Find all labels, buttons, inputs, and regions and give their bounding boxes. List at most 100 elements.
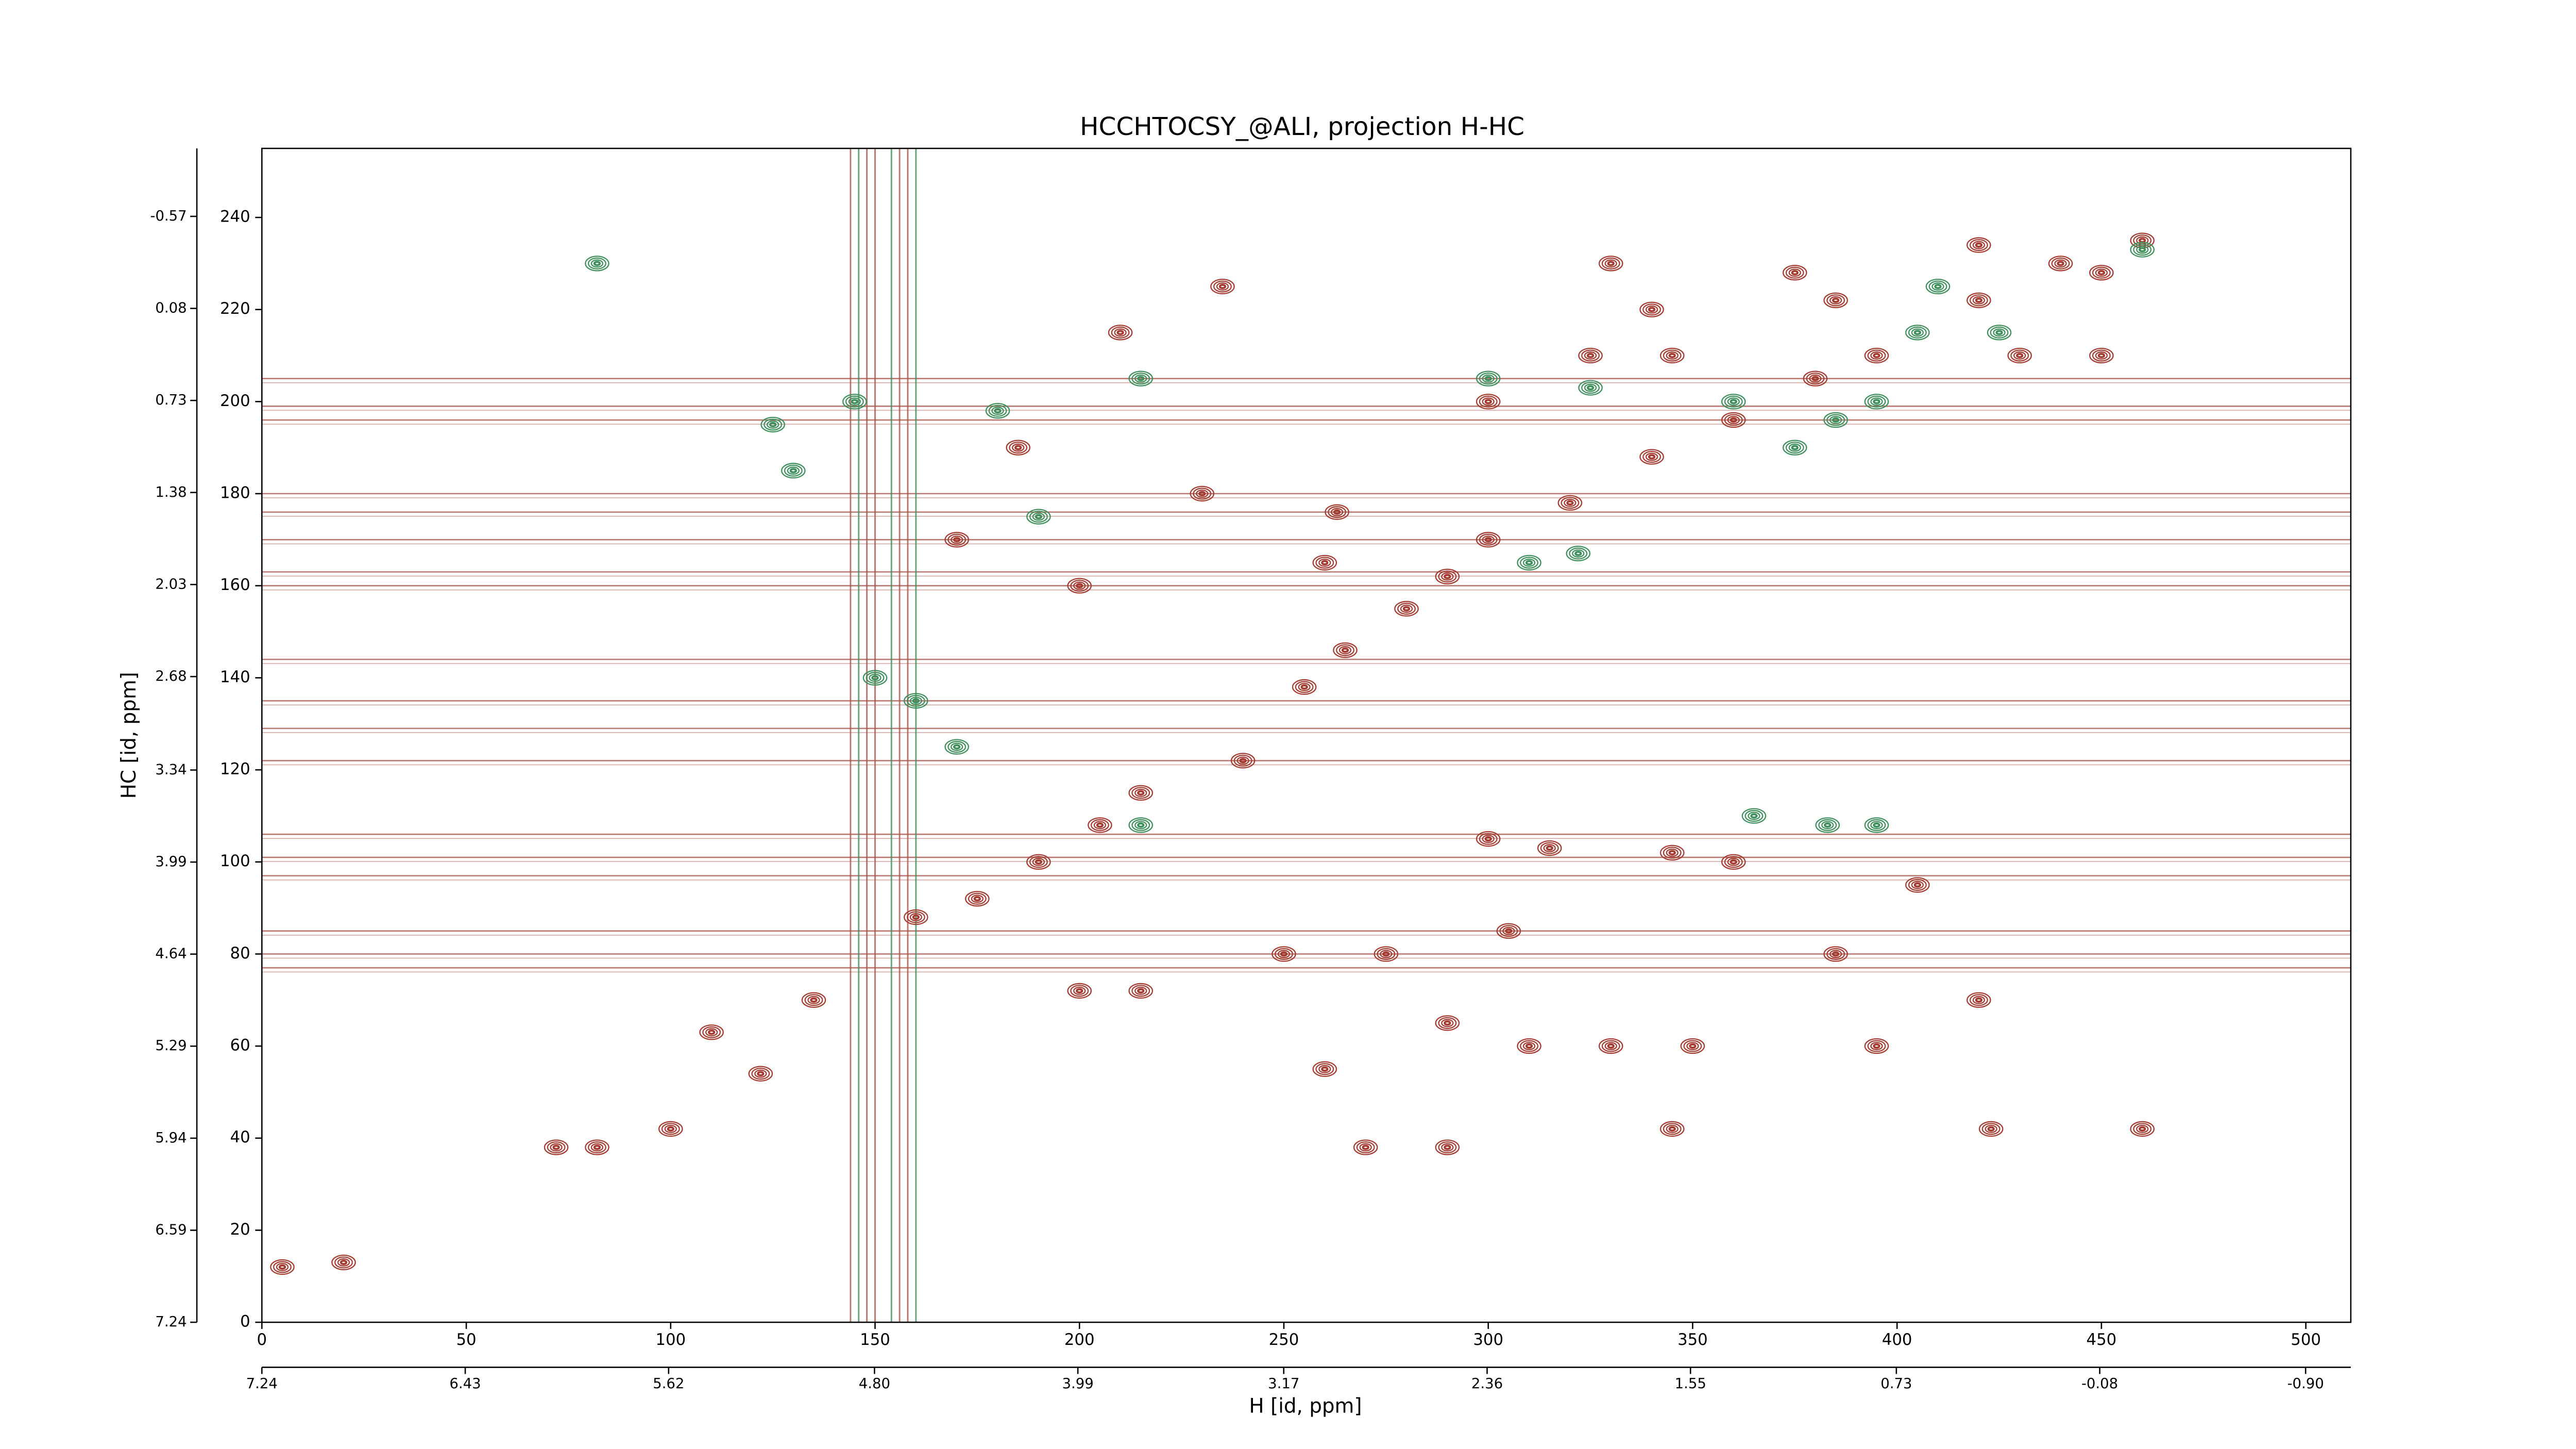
y2-tick-label: -0.57 bbox=[150, 208, 187, 224]
contour-ring bbox=[1969, 294, 1988, 307]
contour-ring bbox=[1093, 821, 1107, 830]
contour-ring bbox=[585, 1139, 609, 1155]
contour-ring bbox=[994, 408, 1002, 414]
y-tick-label: 140 bbox=[220, 668, 250, 686]
contour-ring bbox=[2097, 270, 2105, 276]
contour-ring bbox=[699, 1024, 724, 1040]
x2-tick-label: 2.36 bbox=[1471, 1375, 1503, 1392]
contour-ring bbox=[1359, 1143, 1372, 1152]
contour-ring bbox=[1864, 817, 1889, 833]
contour-ring bbox=[1277, 950, 1291, 958]
contour-ring bbox=[845, 395, 864, 408]
y-tick-label: 120 bbox=[220, 760, 250, 779]
contour-ring bbox=[1648, 307, 1656, 312]
contour-ring bbox=[1645, 452, 1658, 461]
contour-ring bbox=[273, 1261, 292, 1273]
contour-ring bbox=[2054, 259, 2067, 268]
contour-ring bbox=[1295, 681, 1314, 693]
contour-ring bbox=[270, 1259, 295, 1275]
contour-ring bbox=[658, 1121, 683, 1137]
contour-ring bbox=[1727, 416, 1740, 425]
contour-ring bbox=[1543, 844, 1556, 852]
contour-ring bbox=[1321, 1066, 1329, 1072]
y2-tick-label: 4.64 bbox=[155, 946, 187, 962]
contour-ring bbox=[848, 397, 861, 406]
contour-ring bbox=[1484, 836, 1492, 842]
contour-ring bbox=[1566, 500, 1574, 506]
contour-ring bbox=[1073, 581, 1086, 590]
contour-ring bbox=[1312, 1061, 1337, 1077]
contour-ring bbox=[2136, 245, 2149, 254]
contour-ring bbox=[331, 1254, 356, 1271]
contour-ring bbox=[1870, 821, 1883, 830]
y-tick-label: 0 bbox=[240, 1312, 250, 1331]
contour-ring bbox=[951, 743, 963, 751]
contour-ring bbox=[707, 1030, 716, 1035]
contour-ring bbox=[2092, 349, 2111, 362]
contour-ring bbox=[1520, 557, 1538, 569]
contour-ring bbox=[1134, 821, 1147, 830]
y-tick-label: 40 bbox=[230, 1128, 250, 1147]
contour-ring bbox=[1826, 948, 1845, 960]
contour-ring bbox=[1333, 509, 1341, 515]
contour-ring bbox=[1601, 1040, 1620, 1052]
contour-ring bbox=[906, 695, 925, 707]
contour-ring bbox=[1642, 450, 1662, 463]
y2-tick-label: 0.08 bbox=[155, 300, 187, 316]
contour-ring bbox=[1832, 297, 1840, 303]
x-axis-label: H [id, ppm] bbox=[1249, 1395, 1362, 1418]
contour-ring bbox=[1116, 330, 1124, 335]
contour-ring bbox=[1032, 512, 1045, 521]
y2-tick-label: 5.29 bbox=[155, 1037, 187, 1054]
contour-ring bbox=[1666, 1124, 1679, 1133]
contour-ring bbox=[1014, 445, 1022, 450]
contour-ring bbox=[1502, 926, 1515, 935]
contour-ring bbox=[1913, 882, 1921, 888]
contour-ring bbox=[1441, 572, 1454, 581]
contour-ring bbox=[1280, 951, 1288, 957]
contour-ring bbox=[1321, 560, 1329, 566]
y2-tick-label: 7.24 bbox=[155, 1313, 187, 1330]
contour-ring bbox=[2130, 242, 2155, 258]
x-tick-label: 100 bbox=[655, 1330, 686, 1349]
contour-ring bbox=[1978, 1121, 2004, 1137]
contour-ring bbox=[1441, 1019, 1454, 1027]
x2-tick-label: 4.80 bbox=[859, 1375, 890, 1392]
contour-ring bbox=[1586, 352, 1595, 359]
contour-ring bbox=[1073, 986, 1086, 995]
contour-ring bbox=[1809, 374, 1822, 383]
contour-ring bbox=[1525, 1043, 1533, 1049]
contour-ring bbox=[1928, 280, 1947, 293]
contour-ring bbox=[1911, 328, 1924, 337]
contour-ring bbox=[1908, 326, 1927, 339]
contour-ring bbox=[1499, 925, 1518, 937]
contour-ring bbox=[1818, 819, 1837, 831]
contour-ring bbox=[1566, 545, 1591, 562]
contour-ring bbox=[2130, 1121, 2155, 1137]
contour-ring bbox=[1272, 946, 1296, 962]
contour-ring bbox=[1727, 857, 1740, 866]
contour-ring bbox=[1724, 395, 1743, 408]
contour-ring bbox=[912, 698, 920, 704]
contour-ring bbox=[801, 992, 826, 1008]
y-tick-label: 60 bbox=[230, 1036, 250, 1055]
contour-ring bbox=[789, 468, 797, 474]
contour-ring bbox=[1336, 644, 1354, 656]
contour-ring bbox=[1584, 383, 1597, 392]
contour-ring bbox=[1090, 819, 1109, 831]
contour-ring bbox=[944, 532, 969, 548]
contour-ring bbox=[1213, 280, 1232, 293]
contour-ring bbox=[585, 256, 609, 272]
contour-ring bbox=[1824, 822, 1832, 828]
contour-ring bbox=[1663, 349, 1682, 362]
contour-ring bbox=[1663, 847, 1682, 859]
contour-ring bbox=[1645, 305, 1658, 314]
contour-ring bbox=[1026, 509, 1051, 525]
y2-tick-label: 0.73 bbox=[155, 392, 187, 408]
contour-ring bbox=[1639, 449, 1664, 465]
contour-ring bbox=[1791, 270, 1799, 276]
contour-ring bbox=[862, 670, 888, 686]
contour-ring bbox=[1908, 879, 1927, 891]
contour-ring bbox=[593, 1144, 601, 1150]
contour-ring bbox=[661, 1123, 680, 1135]
